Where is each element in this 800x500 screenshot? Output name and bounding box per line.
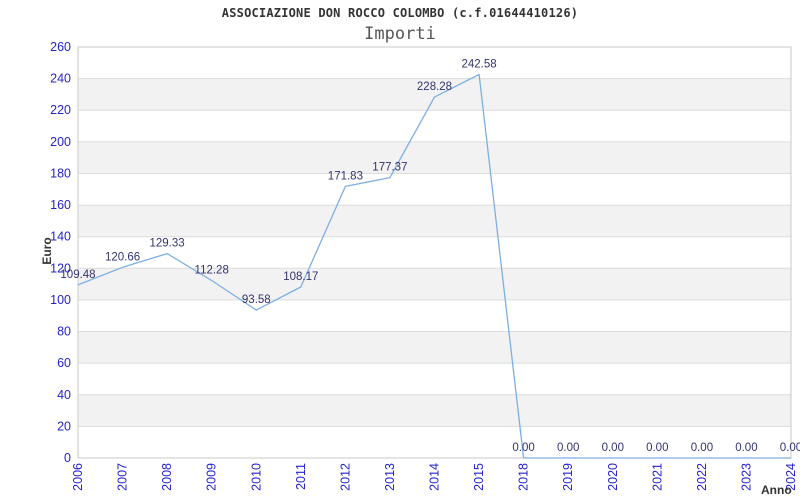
- x-tick-label: 2020: [606, 463, 620, 491]
- data-label: 112.28: [195, 265, 229, 277]
- chart-subtitle: Importi: [364, 24, 436, 44]
- y-tick-label: 100: [50, 293, 71, 307]
- x-tick-label: 2008: [160, 463, 174, 491]
- data-label: 108.17: [283, 271, 318, 283]
- series-line: [77, 73, 791, 459]
- y-tick-label: 20: [57, 419, 71, 433]
- x-tick-label: 2006: [71, 463, 85, 491]
- data-label: 0.00: [780, 442, 800, 454]
- plot-band: [78, 268, 791, 300]
- plot-band: [78, 78, 791, 111]
- data-label: 0.00: [512, 442, 534, 454]
- y-tick-label: 140: [50, 230, 71, 244]
- data-label: 228.28: [417, 81, 452, 93]
- y-tick-label: 120: [50, 261, 71, 275]
- x-tick-label: 2014: [428, 463, 442, 491]
- y-tick-label: 200: [50, 135, 71, 149]
- y-tick-label: 60: [57, 356, 71, 370]
- x-axis-title: Anno: [761, 483, 792, 497]
- y-tick-label: 40: [57, 388, 71, 402]
- plot-band: [78, 394, 791, 427]
- y-tick-label: 220: [50, 103, 71, 117]
- data-label: 242.58: [462, 59, 497, 71]
- x-tick-label: 2012: [338, 463, 352, 491]
- data-label: 129.33: [150, 238, 185, 250]
- x-tick-label: 2007: [116, 463, 130, 491]
- y-tick-label: 80: [57, 325, 71, 339]
- x-tick-label: 2010: [249, 463, 263, 491]
- plot-band: [78, 331, 791, 364]
- data-label: 0.00: [602, 442, 624, 454]
- y-tick-label: 0: [64, 451, 71, 465]
- y-tick-label: 240: [50, 72, 71, 86]
- data-label: 171.83: [328, 170, 363, 182]
- x-tick-label: 2024: [784, 463, 798, 491]
- x-tick-label: 2019: [561, 463, 575, 491]
- data-label: 0.00: [557, 442, 579, 454]
- data-label: 0.00: [735, 442, 757, 454]
- x-tick-label: 2022: [695, 463, 709, 491]
- x-tick-label: 2018: [517, 463, 531, 491]
- y-tick-label: 260: [50, 40, 71, 54]
- chart-title: ASSOCIAZIONE DON ROCCO COLOMBO (c.f.0164…: [221, 6, 579, 20]
- x-tick-label: 2021: [650, 463, 664, 491]
- plot-band: [78, 205, 791, 237]
- x-tick-label: 2013: [383, 463, 397, 491]
- data-label: 177.37: [372, 162, 407, 174]
- data-label: 0.00: [646, 442, 668, 454]
- data-label: 0.00: [691, 442, 713, 454]
- data-label: 120.66: [105, 251, 140, 263]
- y-tick-label: 160: [50, 198, 71, 212]
- y-tick-label: 180: [50, 166, 71, 180]
- x-tick-label: 2011: [294, 463, 308, 490]
- plot-border: [77, 46, 792, 459]
- x-tick-label: 2015: [472, 463, 486, 491]
- x-tick-label: 2023: [739, 463, 753, 491]
- plot-band: [78, 141, 791, 174]
- x-tick-label: 2009: [205, 463, 219, 491]
- data-label: 93.58: [242, 294, 271, 306]
- data-label: 109.48: [60, 269, 95, 281]
- y-axis-title: Euro: [40, 237, 54, 265]
